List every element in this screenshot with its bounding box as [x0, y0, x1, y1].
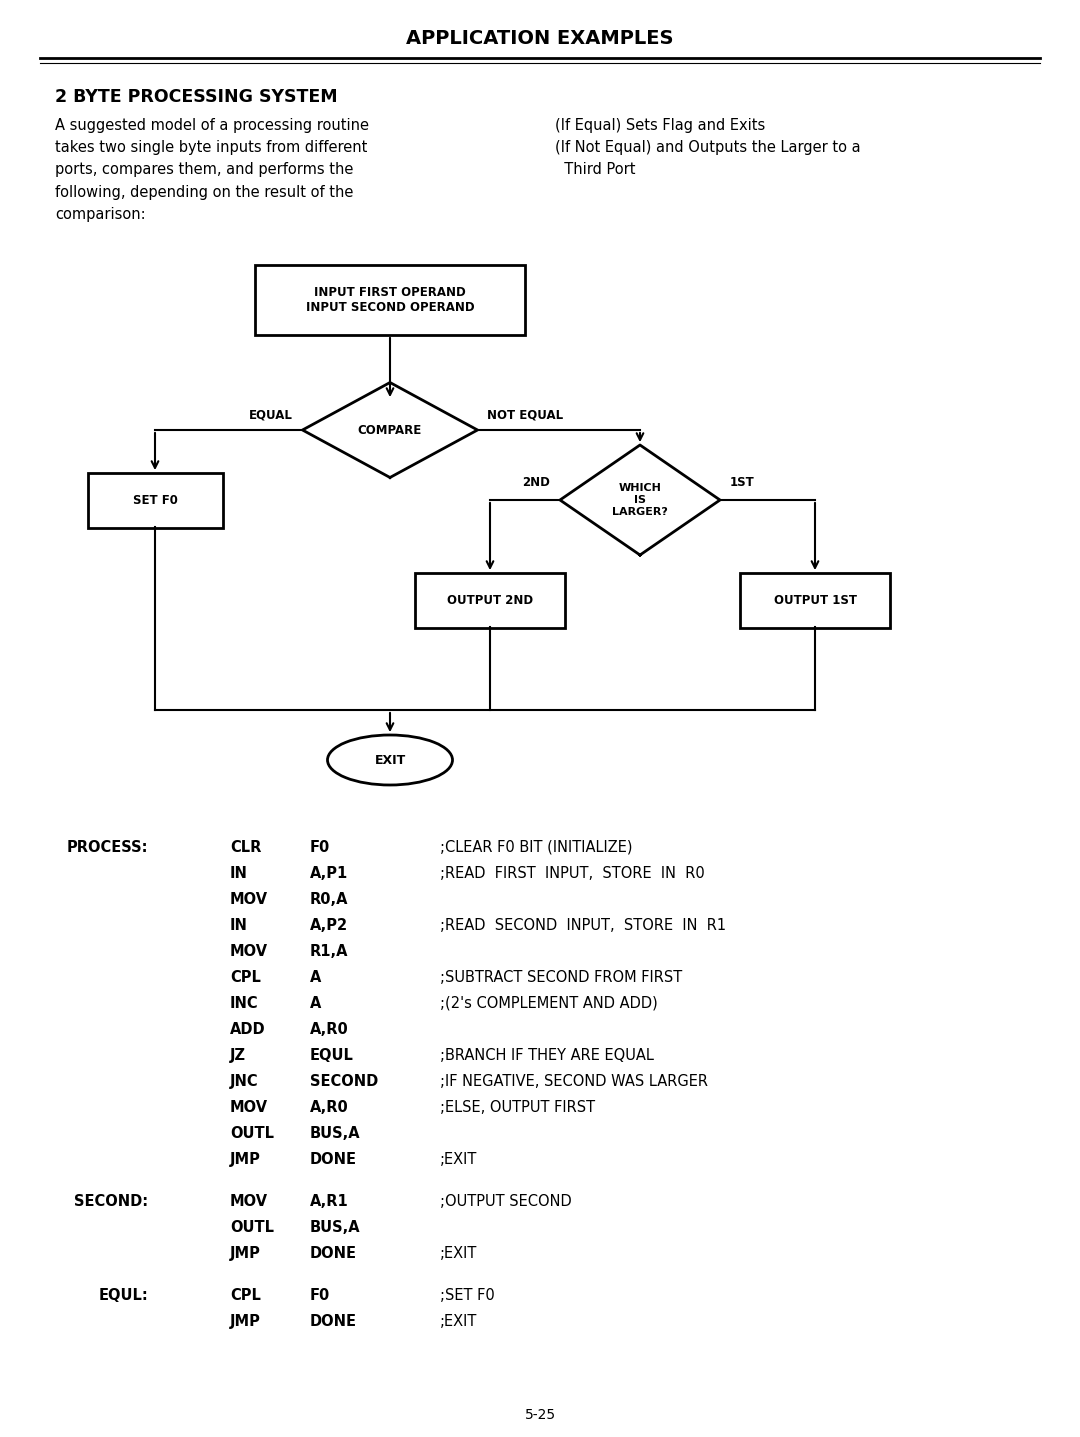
Text: EQUL: EQUL — [310, 1048, 354, 1063]
Text: SECOND: SECOND — [310, 1073, 378, 1089]
Text: A,R0: A,R0 — [310, 1099, 349, 1115]
Text: A,R0: A,R0 — [310, 1022, 349, 1038]
Text: JMP: JMP — [230, 1152, 261, 1167]
Text: JMP: JMP — [230, 1313, 261, 1329]
Ellipse shape — [327, 734, 453, 785]
Polygon shape — [302, 382, 477, 477]
Text: DONE: DONE — [310, 1313, 357, 1329]
Text: MOV: MOV — [230, 1194, 268, 1209]
Text: ;EXIT: ;EXIT — [440, 1152, 477, 1167]
Text: 2ND: 2ND — [522, 476, 550, 489]
Text: A suggested model of a processing routine
takes two single byte inputs from diff: A suggested model of a processing routin… — [55, 118, 369, 221]
Text: ;ELSE, OUTPUT FIRST: ;ELSE, OUTPUT FIRST — [440, 1099, 595, 1115]
Bar — [255, 264, 525, 335]
Text: DONE: DONE — [310, 1152, 357, 1167]
Text: BUS,A: BUS,A — [310, 1127, 361, 1141]
Text: SET F0: SET F0 — [133, 493, 177, 506]
Text: ;BRANCH IF THEY ARE EQUAL: ;BRANCH IF THEY ARE EQUAL — [440, 1048, 653, 1063]
Text: JZ: JZ — [230, 1048, 246, 1063]
Text: ;EXIT: ;EXIT — [440, 1313, 477, 1329]
Text: INPUT FIRST OPERAND
INPUT SECOND OPERAND: INPUT FIRST OPERAND INPUT SECOND OPERAND — [306, 286, 474, 315]
Text: EXIT: EXIT — [375, 753, 406, 766]
Text: EQUL:: EQUL: — [98, 1288, 148, 1303]
Text: EQUAL: EQUAL — [249, 408, 293, 421]
Text: INC: INC — [230, 996, 258, 1012]
Text: 2 BYTE PROCESSING SYSTEM: 2 BYTE PROCESSING SYSTEM — [55, 88, 338, 106]
Text: A: A — [310, 970, 322, 984]
Text: ;(2's COMPLEMENT AND ADD): ;(2's COMPLEMENT AND ADD) — [440, 996, 658, 1012]
Text: MOV: MOV — [230, 944, 268, 958]
Bar — [87, 473, 222, 527]
Text: APPLICATION EXAMPLES: APPLICATION EXAMPLES — [406, 29, 674, 47]
Text: A,P1: A,P1 — [310, 867, 348, 881]
Text: 5-25: 5-25 — [525, 1408, 555, 1423]
Text: CLR: CLR — [230, 841, 261, 855]
Text: SECOND:: SECOND: — [73, 1194, 148, 1209]
Text: CPL: CPL — [230, 1288, 261, 1303]
Text: OUTPUT 1ST: OUTPUT 1ST — [773, 593, 856, 606]
Polygon shape — [561, 445, 720, 555]
Text: 1ST: 1ST — [730, 476, 755, 489]
Text: A: A — [310, 996, 322, 1012]
Text: WHICH
IS
LARGER?: WHICH IS LARGER? — [612, 483, 667, 516]
Text: OUTL: OUTL — [230, 1220, 274, 1234]
Text: ;CLEAR F0 BIT (INITIALIZE): ;CLEAR F0 BIT (INITIALIZE) — [440, 841, 633, 855]
Text: A,P2: A,P2 — [310, 918, 348, 933]
Text: OUTPUT 2ND: OUTPUT 2ND — [447, 593, 534, 606]
Text: F0: F0 — [310, 1288, 330, 1303]
Text: ;OUTPUT SECOND: ;OUTPUT SECOND — [440, 1194, 571, 1209]
Text: MOV: MOV — [230, 892, 268, 907]
Bar — [415, 572, 565, 628]
Text: ;EXIT: ;EXIT — [440, 1246, 477, 1262]
Text: ;SET F0: ;SET F0 — [440, 1288, 495, 1303]
Text: ADD: ADD — [230, 1022, 266, 1038]
Text: BUS,A: BUS,A — [310, 1220, 361, 1234]
Text: (If Equal) Sets Flag and Exits
(If Not Equal) and Outputs the Larger to a
  Thir: (If Equal) Sets Flag and Exits (If Not E… — [555, 118, 861, 177]
Text: ;READ  SECOND  INPUT,  STORE  IN  R1: ;READ SECOND INPUT, STORE IN R1 — [440, 918, 726, 933]
Bar — [740, 572, 890, 628]
Text: A,R1: A,R1 — [310, 1194, 349, 1209]
Text: ;SUBTRACT SECOND FROM FIRST: ;SUBTRACT SECOND FROM FIRST — [440, 970, 683, 984]
Text: NOT EQUAL: NOT EQUAL — [487, 408, 563, 421]
Text: DONE: DONE — [310, 1246, 357, 1262]
Text: JNC: JNC — [230, 1073, 258, 1089]
Text: CPL: CPL — [230, 970, 261, 984]
Text: MOV: MOV — [230, 1099, 268, 1115]
Text: JMP: JMP — [230, 1246, 261, 1262]
Text: R1,A: R1,A — [310, 944, 349, 958]
Text: OUTL: OUTL — [230, 1127, 274, 1141]
Text: COMPARE: COMPARE — [357, 424, 422, 437]
Text: ;READ  FIRST  INPUT,  STORE  IN  R0: ;READ FIRST INPUT, STORE IN R0 — [440, 867, 705, 881]
Text: PROCESS:: PROCESS: — [67, 841, 148, 855]
Text: R0,A: R0,A — [310, 892, 349, 907]
Text: F0: F0 — [310, 841, 330, 855]
Text: IN: IN — [230, 867, 248, 881]
Text: ;IF NEGATIVE, SECOND WAS LARGER: ;IF NEGATIVE, SECOND WAS LARGER — [440, 1073, 708, 1089]
Text: IN: IN — [230, 918, 248, 933]
